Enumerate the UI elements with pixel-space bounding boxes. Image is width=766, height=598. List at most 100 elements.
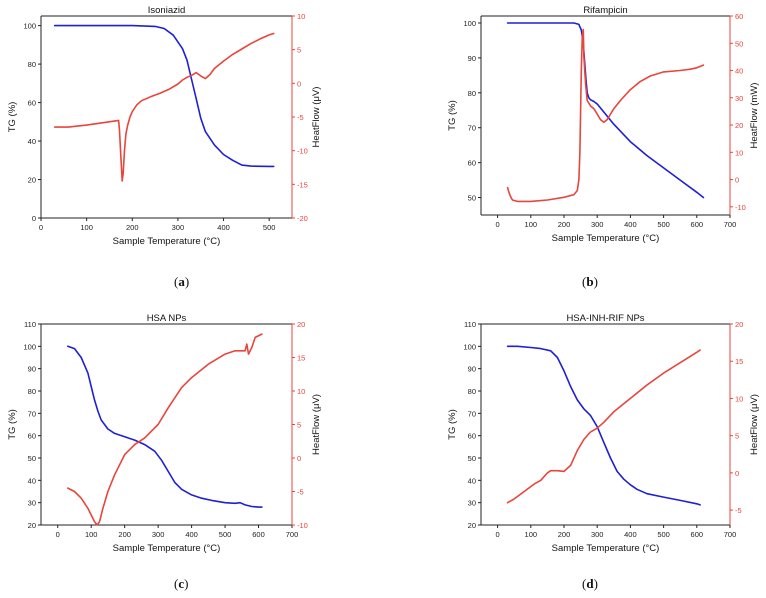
x-tick-label: 100	[525, 220, 538, 229]
chart-title: HSA NPs	[147, 313, 187, 324]
y-tick-label: 60	[468, 159, 476, 168]
y2-tick-label: 30	[735, 94, 743, 103]
x-tick-label: 700	[724, 220, 737, 229]
y-tick-label: 30	[28, 499, 36, 508]
tg-line	[506, 345, 701, 506]
x-tick-label: 700	[286, 530, 299, 539]
y2-tick-label: -5	[735, 506, 742, 515]
x-tick-label: 600	[252, 530, 265, 539]
y2-tick-label: 10	[735, 394, 743, 403]
x-axis-label: Sample Temperature (°C)	[113, 236, 221, 247]
y-tick-label: 70	[28, 409, 36, 418]
y2-tick-label: 0	[297, 79, 301, 88]
y-tick-label: 40	[28, 476, 36, 485]
y-tick-label: 110	[464, 320, 476, 329]
x-tick-label: 0	[39, 223, 43, 232]
x-tick-label: 0	[496, 220, 500, 229]
x-tick-label: 300	[591, 530, 604, 539]
x-tick-label: 600	[691, 220, 704, 229]
x-tick-label: 200	[126, 223, 139, 232]
x-tick-label: 200	[118, 530, 131, 539]
y-axis-label: TG (%)	[447, 409, 458, 440]
chart-title: Isoniazid	[148, 5, 186, 16]
heatflow-line	[53, 32, 275, 182]
y-tick-label: 100	[23, 342, 36, 351]
chart-title: HSA-INH-RIF NPs	[566, 313, 644, 324]
x-tick-label: 400	[624, 530, 637, 539]
x-tick-label: 300	[591, 220, 604, 229]
y2-tick-label: -10	[297, 521, 308, 530]
x-tick-label: 0	[496, 530, 500, 539]
y-axis-label: TG (%)	[447, 100, 458, 131]
tg-line	[506, 22, 705, 199]
y2-tick-label: 50	[735, 39, 743, 48]
y-tick-label: 60	[468, 432, 476, 441]
y2-axis-label: HeatFlow (mW)	[749, 83, 760, 149]
y2-tick-label: 20	[735, 320, 743, 329]
x-tick-label: 0	[56, 530, 60, 539]
x-tick-label: 100	[85, 530, 98, 539]
panel-label-a: (a)	[174, 274, 190, 289]
x-tick-label: 100	[80, 223, 93, 232]
x-tick-label: 400	[217, 223, 230, 232]
x-axis-label: Sample Temperature (°C)	[552, 543, 660, 554]
y2-tick-label: 15	[297, 354, 305, 363]
y-tick-label: 80	[28, 387, 36, 396]
x-tick-label: 500	[263, 223, 276, 232]
x-axis-label: Sample Temperature (°C)	[113, 543, 221, 554]
y-tick-label: 100	[23, 22, 36, 31]
x-tick-label: 400	[185, 530, 198, 539]
x-tick-label: 500	[219, 530, 232, 539]
y-tick-label: 20	[28, 521, 36, 530]
y-tick-label: 70	[468, 409, 476, 418]
y2-tick-label: 20	[735, 121, 743, 130]
y-tick-label: 20	[28, 176, 36, 185]
y-tick-label: 100	[463, 342, 476, 351]
panel-label-c: (c)	[174, 576, 189, 591]
y2-tick-label: 0	[735, 469, 739, 478]
y-tick-label: 40	[468, 476, 476, 485]
tg-line	[53, 24, 275, 168]
y-tick-label: 30	[468, 499, 476, 508]
y-tick-label: 80	[468, 387, 476, 396]
y2-tick-label: -5	[297, 113, 304, 122]
y-tick-label: 40	[28, 137, 36, 146]
y2-tick-label: -15	[297, 180, 308, 189]
panel-label-b: (b)	[582, 274, 598, 289]
y2-axis-label: HeatFlow (μV)	[749, 394, 760, 455]
x-tick-label: 300	[172, 223, 185, 232]
y-tick-label: 50	[468, 194, 476, 203]
y2-tick-label: 20	[297, 320, 305, 329]
y-tick-label: 90	[468, 54, 476, 63]
x-tick-label: 600	[691, 530, 704, 539]
y2-tick-label: 10	[297, 387, 305, 396]
heatflow-line	[506, 349, 701, 504]
y-tick-label: 90	[468, 365, 476, 374]
y2-tick-label: 10	[735, 148, 743, 157]
y-axis-label: TG (%)	[7, 409, 18, 440]
y2-tick-label: 0	[297, 454, 301, 463]
y2-tick-label: -10	[297, 147, 308, 156]
panel-label-d: (d)	[582, 576, 598, 591]
x-tick-label: 700	[724, 530, 737, 539]
heatflow-line	[506, 28, 705, 203]
y2-tick-label: 15	[735, 357, 743, 366]
y2-axis-label: HeatFlow (μV)	[311, 87, 322, 148]
y-tick-label: 50	[468, 454, 476, 463]
x-tick-label: 200	[558, 530, 571, 539]
y2-tick-label: 0	[735, 176, 739, 185]
y-tick-label: 100	[463, 19, 476, 28]
y-tick-label: 110	[24, 320, 36, 329]
x-tick-label: 300	[152, 530, 165, 539]
y-tick-label: 50	[28, 454, 36, 463]
y2-tick-label: -5	[297, 488, 304, 497]
y-tick-label: 0	[32, 214, 36, 223]
heatflow-line	[67, 333, 263, 526]
x-tick-label: 500	[657, 220, 670, 229]
y-axis-label: TG (%)	[7, 102, 18, 133]
x-tick-label: 200	[558, 220, 571, 229]
